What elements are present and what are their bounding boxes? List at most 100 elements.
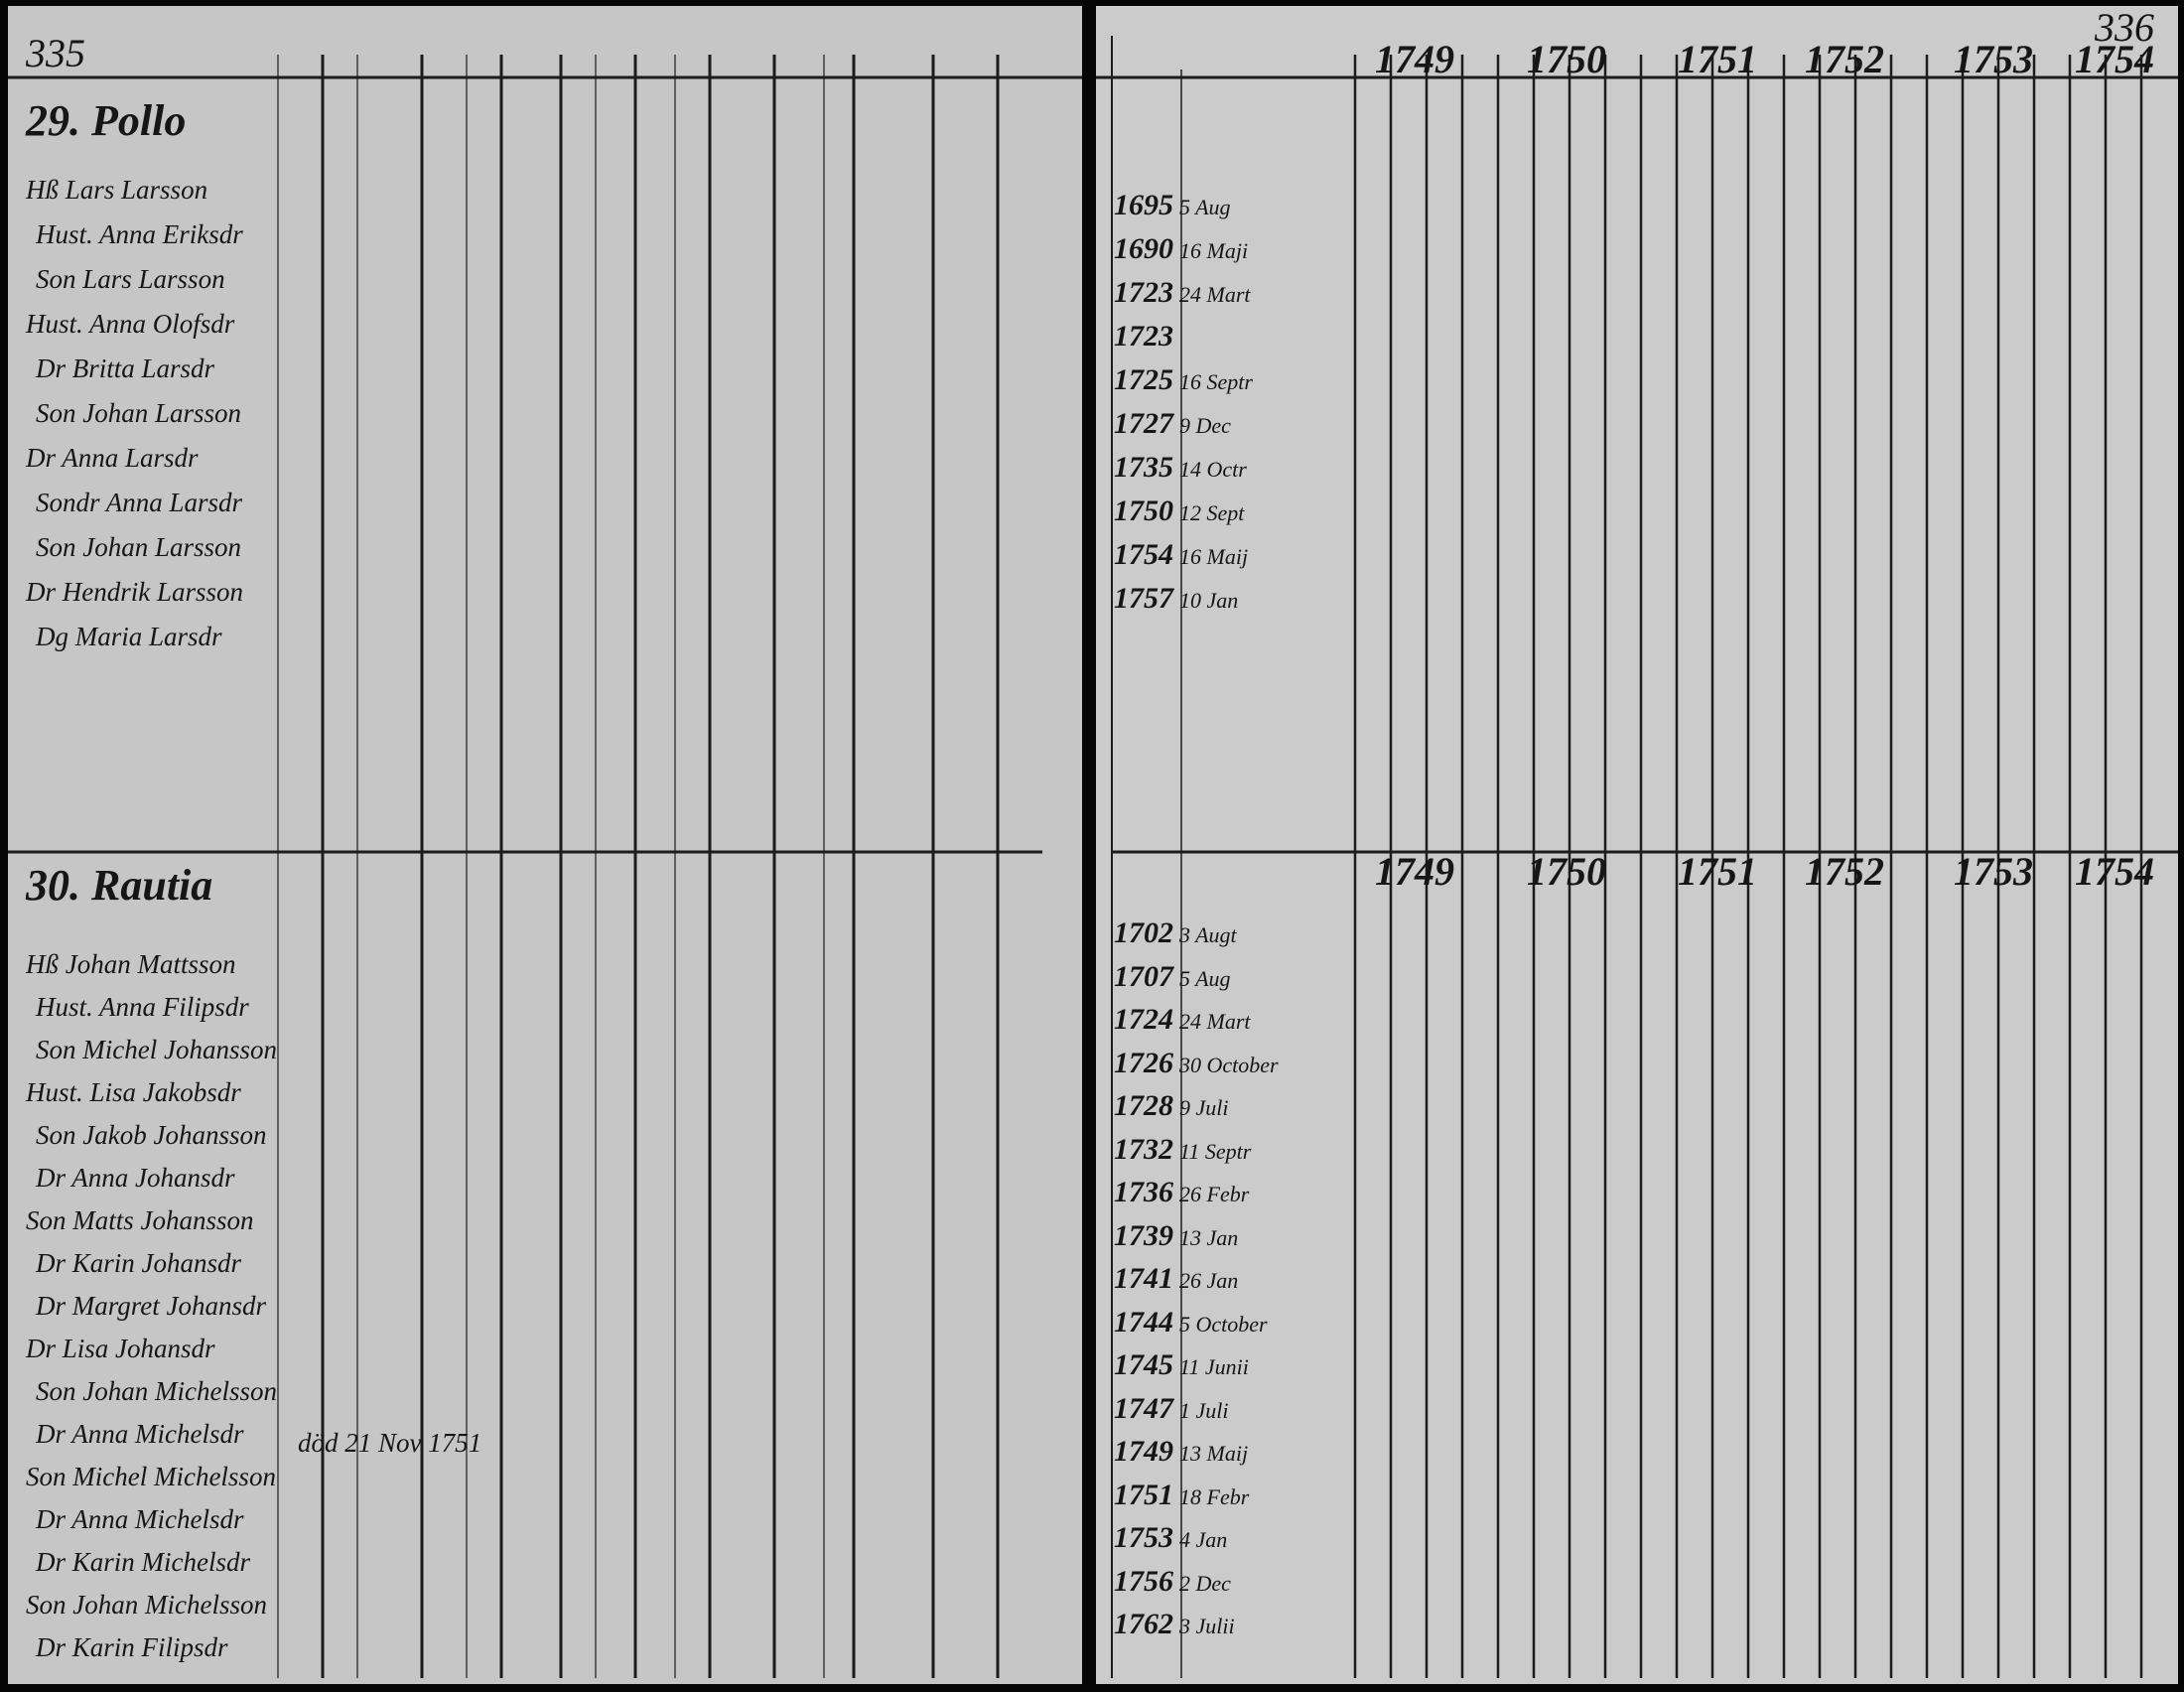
birth-date: 5 Aug xyxy=(1179,965,1231,991)
birth-date: 30 October xyxy=(1179,1052,1279,1077)
person-name: Hß Johan Mattsson xyxy=(26,949,236,979)
birth-year: 1754 xyxy=(1114,538,1173,571)
birth-date: 9 Juli xyxy=(1179,1095,1229,1120)
birth-date: 18 Febr xyxy=(1179,1483,1250,1509)
birth-date: 24 Mart xyxy=(1179,282,1251,307)
person-name: Hust. Anna Eriksdr xyxy=(36,219,243,249)
birth-year: 1726 xyxy=(1114,1046,1173,1079)
birth-year: 1747 xyxy=(1114,1391,1173,1425)
person-name: Dr Britta Larsdr xyxy=(36,353,215,383)
birth-date: 24 Mart xyxy=(1179,1009,1251,1034)
birth-year: 1751 xyxy=(1114,1478,1173,1511)
person-name: Son Johan Larsson xyxy=(36,532,242,562)
birth-date: 16 Maji xyxy=(1179,238,1249,263)
person-name: Hust. Lisa Jakobsdr xyxy=(26,1077,241,1107)
birth-date: 5 October xyxy=(1179,1311,1268,1337)
birth-year: 1723 xyxy=(1114,276,1173,309)
birth-date: 11 Septr xyxy=(1179,1138,1252,1164)
birth-year: 1736 xyxy=(1114,1176,1173,1208)
section-header: 30. Rautia xyxy=(26,861,213,910)
page-number: 335 xyxy=(26,31,85,75)
birth-year: 1750 xyxy=(1114,494,1173,527)
left-page xyxy=(8,6,1082,1684)
birth-date: 1 Juli xyxy=(1179,1397,1229,1423)
year-header: 1750 xyxy=(1527,37,1606,81)
birth-date: 26 Jan xyxy=(1179,1268,1239,1293)
person-name: Dr Karin Filipsdr xyxy=(36,1632,228,1662)
birth-year: 1725 xyxy=(1114,363,1173,396)
person-name: Dr Karin Michelsdr xyxy=(36,1547,250,1577)
person-name: Dr Margret Johansdr xyxy=(36,1291,266,1321)
person-name: Hust. Anna Olofsdr xyxy=(26,309,235,339)
year-header: 1752 xyxy=(1805,849,1884,894)
birth-date: 13 Maij xyxy=(1179,1441,1249,1466)
birth-date: 12 Sept xyxy=(1179,500,1245,525)
person-name: Hß Lars Larsson xyxy=(26,175,208,205)
year-header: 1754 xyxy=(2075,37,2154,81)
birth-year: 1762 xyxy=(1114,1608,1173,1640)
birth-date: 5 Aug xyxy=(1179,195,1231,219)
person-name: Son Michel Johansson xyxy=(36,1035,277,1064)
birth-year: 1724 xyxy=(1114,1003,1173,1036)
birth-date: 26 Febr xyxy=(1179,1182,1250,1206)
birth-year: 1728 xyxy=(1114,1089,1173,1122)
birth-date: 4 Jan xyxy=(1179,1527,1228,1552)
birth-year: 1735 xyxy=(1114,451,1173,484)
year-header: 1753 xyxy=(1954,37,2033,81)
person-name: Son Lars Larsson xyxy=(36,264,225,294)
birth-date: 2 Dec xyxy=(1179,1570,1231,1596)
birth-year: 1739 xyxy=(1114,1218,1173,1252)
birth-year: 1707 xyxy=(1114,959,1173,993)
birth-year: 1741 xyxy=(1114,1262,1173,1295)
birth-year: 1702 xyxy=(1114,916,1173,949)
birth-year: 1757 xyxy=(1114,582,1173,615)
person-name: Son Michel Michelsson xyxy=(26,1462,276,1491)
birth-date: 3 Julii xyxy=(1179,1614,1235,1638)
right-page xyxy=(1096,6,2178,1684)
year-header: 1749 xyxy=(1375,37,1454,81)
year-header: 1751 xyxy=(1678,849,1757,894)
person-name: Son Johan Larsson xyxy=(36,398,242,428)
birth-year: 1749 xyxy=(1114,1435,1173,1468)
birth-year: 1745 xyxy=(1114,1348,1173,1381)
year-header: 1751 xyxy=(1678,37,1757,81)
person-name: Dr Anna Michelsdr xyxy=(36,1419,244,1449)
person-name: Son Matts Johansson xyxy=(26,1205,254,1235)
year-header: 1754 xyxy=(2075,849,2154,894)
birth-date: 13 Jan xyxy=(1179,1224,1239,1250)
birth-year: 1753 xyxy=(1114,1521,1173,1554)
year-header: 1750 xyxy=(1527,849,1606,894)
year-header: 1752 xyxy=(1805,37,1884,81)
person-name: Son Johan Michelsson xyxy=(26,1590,267,1620)
person-name: Son Johan Michelsson xyxy=(36,1376,277,1406)
birth-year: 1756 xyxy=(1114,1564,1173,1598)
birth-year: 1723 xyxy=(1114,320,1173,352)
person-name: Dr Anna Larsdr xyxy=(26,443,199,473)
person-name: Dr Karin Johansdr xyxy=(36,1248,242,1278)
remark: död 21 Nov 1751 xyxy=(298,1428,482,1458)
birth-date: 9 Dec xyxy=(1179,413,1231,438)
section-header: 29. Pollo xyxy=(26,96,187,145)
person-name: Hust. Anna Filipsdr xyxy=(36,992,249,1022)
person-name: Dg Maria Larsdr xyxy=(36,622,222,651)
person-name: Son Jakob Johansson xyxy=(36,1120,267,1150)
person-name: Sondr Anna Larsdr xyxy=(36,488,243,517)
birth-date: 11 Junii xyxy=(1179,1354,1249,1379)
page-number: 336 xyxy=(2095,5,2154,50)
year-header: 1753 xyxy=(1954,849,2033,894)
birth-date: 16 Septr xyxy=(1179,369,1253,394)
person-name: Dr Lisa Johansdr xyxy=(26,1334,215,1363)
birth-year: 1732 xyxy=(1114,1132,1173,1166)
person-name: Dr Hendrik Larsson xyxy=(26,577,244,607)
year-header: 1749 xyxy=(1375,849,1454,894)
birth-date: 16 Maij xyxy=(1179,544,1249,569)
birth-date: 3 Augt xyxy=(1179,922,1237,947)
birth-year: 1744 xyxy=(1114,1305,1173,1339)
person-name: Dr Anna Johansdr xyxy=(36,1163,235,1193)
person-name: Dr Anna Michelsdr xyxy=(36,1504,244,1534)
birth-date: 14 Octr xyxy=(1179,457,1247,482)
birth-year: 1695 xyxy=(1114,189,1173,221)
birth-year: 1727 xyxy=(1114,407,1173,440)
